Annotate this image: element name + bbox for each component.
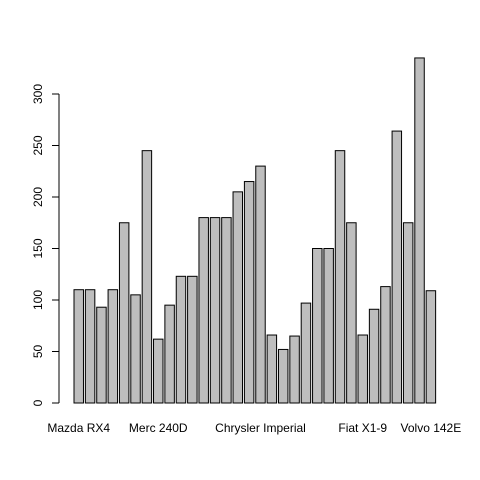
bar: [107, 289, 119, 404]
bar: [414, 57, 425, 404]
y-tick-label: 100: [31, 290, 45, 310]
x-tick-label: Merc 240D: [129, 421, 188, 435]
bar: [300, 302, 312, 404]
y-tick-label: 200: [31, 187, 45, 207]
bar: [118, 222, 130, 404]
bar: [368, 308, 380, 404]
bar: [96, 306, 107, 404]
bar: [84, 289, 96, 404]
bar: [334, 150, 346, 404]
x-tick-label: Mazda RX4: [47, 421, 110, 435]
x-axis-labels: Mazda RX4 Merc 240D Chrysler Imperial Fiat …: [47, 421, 461, 435]
bar: [187, 275, 198, 404]
bar: [266, 334, 278, 404]
bar: [312, 248, 323, 404]
bar: [130, 294, 141, 404]
y-axis: 0 50 100 150 200 250 300: [31, 84, 60, 406]
y-tick-label: 250: [31, 135, 45, 155]
bar: [175, 275, 187, 404]
x-tick-label: Fiat X1-9: [338, 421, 387, 435]
bar: [277, 348, 289, 404]
y-tick-label: 50: [31, 345, 45, 359]
y-tick-label: 300: [31, 84, 45, 104]
y-tick-label: 150: [31, 238, 45, 258]
bar: [357, 334, 368, 404]
bar: [198, 217, 209, 404]
bar: [221, 217, 232, 404]
bar: [153, 338, 164, 404]
bar: [164, 304, 175, 404]
x-tick-label: Chrysler Imperial: [215, 421, 306, 435]
bar: [141, 150, 153, 404]
bar: [289, 335, 300, 404]
bar: [425, 290, 437, 404]
bar: [346, 222, 357, 404]
bar: [380, 286, 391, 404]
bar: [402, 222, 414, 404]
bar: [209, 217, 221, 404]
y-tick-label: 0: [31, 399, 45, 406]
x-tick-label: Volvo 142E: [401, 421, 462, 435]
bars: [73, 57, 437, 404]
bar: [255, 165, 266, 404]
bar: [391, 130, 403, 404]
bar: [232, 191, 244, 404]
bar: [323, 248, 334, 404]
bar: [243, 181, 255, 404]
bar: [73, 289, 84, 404]
